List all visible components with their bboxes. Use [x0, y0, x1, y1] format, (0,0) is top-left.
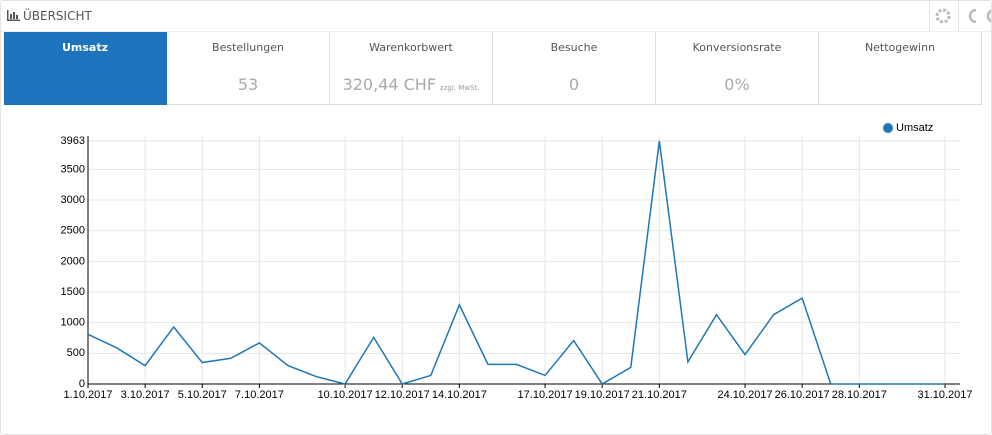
y-tick-label: 1000	[61, 317, 85, 329]
kpi-tab[interactable]: Konversionsrate 0%	[656, 32, 819, 105]
kpi-tabs: Umsatz Bestellungen 53 Warenkorbwert 320,44 …	[4, 32, 984, 105]
kpi-value: 320,44 CHF zzgl. MwSt.	[330, 75, 492, 94]
kpi-label: Besuche	[550, 41, 598, 54]
kpi-label: Warenkorbwert	[369, 41, 453, 54]
kpi-value-text: 53	[237, 75, 259, 94]
y-tick-label: 2500	[61, 225, 85, 237]
kpi-label: Umsatz	[61, 41, 109, 54]
x-tick-label: 7.10.2017	[235, 389, 284, 401]
kpi-value-text: 0	[568, 75, 580, 94]
x-tick-label: 5.10.2017	[178, 389, 227, 401]
x-tick-label: 21.10.2017	[632, 389, 687, 401]
y-tick-label: 3963	[61, 135, 85, 147]
kpi-value: 0	[493, 75, 655, 94]
header-actions	[929, 1, 991, 31]
settings-button[interactable]	[935, 8, 951, 24]
kpi-tab[interactable]: Bestellungen 53	[167, 32, 330, 105]
kpi-tab[interactable]: Umsatz	[4, 32, 167, 105]
kpi-note: zzgl. MwSt.	[440, 84, 480, 92]
x-tick-label: 31.10.2017	[917, 389, 972, 401]
kpi-label: Nettogewinn	[864, 41, 936, 54]
kpi-value: 53	[167, 75, 329, 94]
x-tick-label: 24.10.2017	[718, 389, 773, 401]
kpi-tab[interactable]: Warenkorbwert 320,44 CHF zzgl. MwSt.	[330, 32, 493, 105]
y-tick-label: 3000	[61, 194, 85, 206]
x-tick-label: 14.10.2017	[432, 389, 487, 401]
panel-header: ÜBERSICHT	[1, 1, 991, 32]
panel-title: ÜBERSICHT	[23, 9, 92, 23]
x-tick-label: 28.10.2017	[832, 389, 887, 401]
y-tick-label: 2000	[61, 255, 85, 267]
chart: 0 500 1000 1500 2000 2500 3000 3500 3963 1.10.201…	[61, 122, 973, 401]
x-tick-label: 19.10.2017	[575, 389, 630, 401]
y-tick-label: 3500	[61, 163, 85, 175]
legend-label: Umsatz	[896, 122, 933, 134]
x-tick-label: 17.10.2017	[518, 389, 573, 401]
y-tick-label: 1500	[61, 286, 85, 298]
legend-marker	[883, 123, 893, 133]
x-tick-label: 12.10.2017	[375, 389, 430, 401]
kpi-value-text: 320,44 CHF	[342, 75, 437, 94]
x-tick-label: 26.10.2017	[775, 389, 830, 401]
x-tick-label: 1.10.2017	[64, 389, 113, 401]
kpi-label: Konversionsrate	[692, 41, 782, 54]
x-tick-label: 3.10.2017	[121, 389, 170, 401]
y-tick-label: 0	[79, 378, 85, 390]
chart-icon	[7, 10, 20, 21]
kpi-tab[interactable]: Nettogewinn	[819, 32, 982, 105]
x-tick-label: 10.10.2017	[318, 389, 373, 401]
kpi-value: 0%	[656, 75, 818, 94]
y-tick-label: 500	[67, 347, 85, 359]
line-series	[87, 140, 945, 386]
kpi-label: Bestellungen	[212, 41, 284, 54]
kpi-tab[interactable]: Besuche 0	[493, 32, 656, 105]
kpi-value-text: 0%	[724, 75, 750, 94]
refresh-button[interactable]	[968, 8, 977, 24]
